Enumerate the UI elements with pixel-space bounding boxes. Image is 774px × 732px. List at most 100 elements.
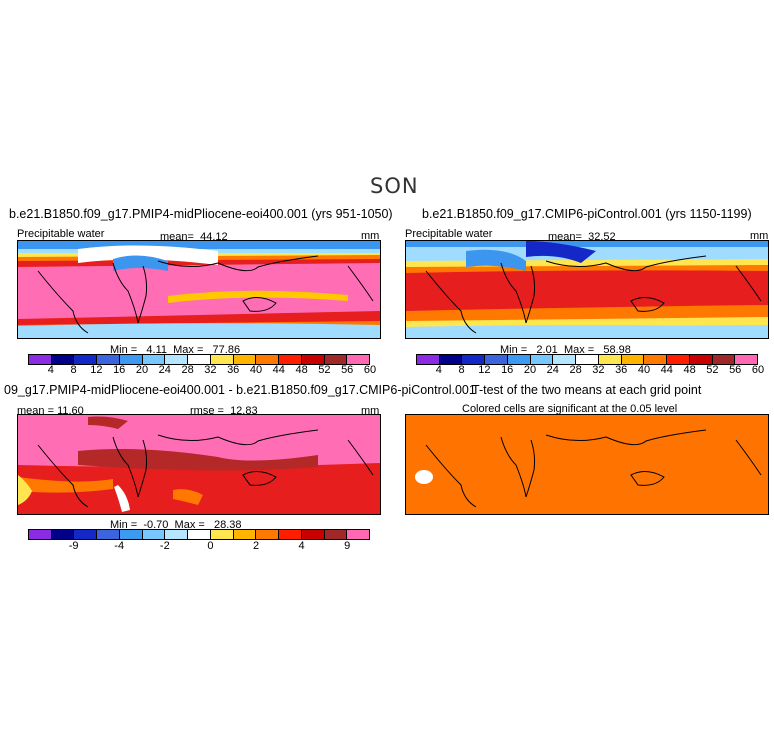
colorbar-swatch — [530, 355, 554, 364]
colorbar-tick-label: 4 — [47, 364, 54, 376]
colorbar-tick-label: 20 — [135, 364, 149, 376]
colorbar-swatch — [74, 530, 98, 539]
colorbar-swatch — [165, 355, 189, 364]
colorbar-swatch — [576, 355, 599, 364]
colorbar-swatch — [347, 530, 370, 539]
pliocene-colorbar — [28, 354, 370, 365]
colorbar-tick-label: 36 — [615, 364, 628, 376]
colorbar-swatch — [279, 530, 302, 539]
colorbar-tick-label: 28 — [181, 364, 194, 376]
colorbar-tick-label: 60 — [363, 364, 377, 376]
colorbar-swatch — [417, 355, 440, 364]
colorbar-swatch — [29, 355, 52, 364]
colorbar-tick-label: 40 — [637, 364, 651, 376]
colorbar-tick-label: -9 — [68, 540, 79, 552]
picontrol-min-max: Min = 2.01 Max = 58.98 — [500, 344, 631, 356]
colorbar-swatch — [279, 355, 302, 364]
colorbar-tick-label: 0 — [207, 540, 214, 552]
colorbar-tick-label: 24 — [158, 364, 171, 376]
picontrol-run-title: b.e21.B1850.f09_g17.CMIP6-piControl.001 … — [422, 207, 752, 221]
colorbar-swatch — [165, 530, 189, 539]
colorbar-tick-label: 8 — [70, 364, 77, 376]
colorbar-tick-label: 36 — [227, 364, 240, 376]
colorbar-tick-label: 12 — [478, 364, 491, 376]
colorbar-swatch — [233, 355, 257, 364]
colorbar-swatch — [598, 355, 622, 364]
colorbar-swatch — [301, 355, 325, 364]
colorbar-tick-label: 60 — [751, 364, 765, 376]
colorbar-swatch — [97, 355, 120, 364]
colorbar-swatch — [256, 530, 280, 539]
colorbar-swatch — [485, 355, 508, 364]
colorbar-tick-label: 52 — [318, 364, 331, 376]
colorbar-tick-label: 48 — [295, 364, 308, 376]
difference-map — [17, 414, 381, 515]
colorbar-tick-label: -2 — [159, 540, 170, 552]
colorbar-tick-label: 40 — [249, 364, 263, 376]
colorbar-tick-label: 52 — [706, 364, 719, 376]
colorbar-tick-label: 32 — [204, 364, 217, 376]
colorbar-tick-label: 56 — [729, 364, 742, 376]
colorbar-swatch — [712, 355, 736, 364]
colorbar-swatch — [735, 355, 758, 364]
difference-colorbar-ticks: -9 -4 -2 0 2 4 9 — [28, 540, 370, 554]
difference-colorbar — [28, 529, 370, 540]
colorbar-swatch — [210, 355, 234, 364]
colorbar-swatch — [667, 355, 690, 364]
colorbar-swatch — [51, 530, 75, 539]
colorbar-tick-label: 44 — [660, 364, 673, 376]
picontrol-colorbar-ticks: 4 8 12 16 20 24 28 32 36 40 44 48 52 56 60 — [416, 364, 764, 378]
colorbar-swatch — [119, 530, 143, 539]
colorbar-swatch — [689, 355, 713, 364]
colorbar-swatch — [188, 355, 211, 364]
season-title: SON — [370, 174, 419, 198]
difference-run-title: 09_g17.PMIP4-midPliocene-eoi400.001 - b.… — [4, 383, 476, 397]
colorbar-swatch — [621, 355, 645, 364]
colorbar-swatch — [188, 530, 211, 539]
colorbar-swatch — [301, 530, 325, 539]
colorbar-tick-label: 28 — [569, 364, 582, 376]
colorbar-swatch — [644, 355, 668, 364]
colorbar-swatch — [462, 355, 486, 364]
colorbar-swatch — [324, 355, 348, 364]
colorbar-swatch — [439, 355, 463, 364]
picontrol-map — [405, 240, 769, 339]
pliocene-map — [17, 240, 381, 339]
colorbar-swatch — [210, 530, 234, 539]
pliocene-colorbar-ticks: 4 8 12 16 20 24 28 32 36 40 44 48 52 56 60 — [28, 364, 376, 378]
colorbar-tick-label: 32 — [592, 364, 605, 376]
colorbar-swatch — [142, 530, 166, 539]
colorbar-tick-label: 12 — [90, 364, 103, 376]
colorbar-swatch — [256, 355, 280, 364]
colorbar-swatch — [324, 530, 348, 539]
colorbar-swatch — [233, 530, 257, 539]
colorbar-tick-label: 16 — [113, 364, 126, 376]
picontrol-variable-label: Precipitable water — [405, 228, 493, 240]
colorbar-tick-label: 4 — [435, 364, 442, 376]
pliocene-variable-label: Precipitable water — [17, 228, 105, 240]
colorbar-tick-label: 48 — [683, 364, 696, 376]
colorbar-swatch — [553, 355, 577, 364]
ttest-map — [405, 414, 769, 515]
colorbar-swatch — [142, 355, 166, 364]
colorbar-tick-label: 24 — [546, 364, 559, 376]
ttest-title: T-test of the two means at each grid poi… — [472, 383, 702, 397]
colorbar-tick-label: 8 — [458, 364, 465, 376]
colorbar-swatch — [507, 355, 531, 364]
pliocene-units: mm — [361, 230, 380, 242]
picontrol-units: mm — [750, 230, 769, 242]
colorbar-tick-label: 4 — [298, 540, 305, 552]
colorbar-swatch — [29, 530, 52, 539]
pliocene-min-max: Min = 4.11 Max = 77.86 — [110, 344, 241, 356]
colorbar-tick-label: -4 — [114, 540, 125, 552]
colorbar-tick-label: 16 — [501, 364, 514, 376]
colorbar-tick-label: 2 — [252, 540, 260, 552]
picontrol-colorbar — [416, 354, 758, 365]
colorbar-swatch — [97, 530, 120, 539]
ttest-subtitle: Colored cells are significant at the 0.0… — [462, 403, 678, 415]
difference-min-max: Min = -0.70 Max = 28.38 — [110, 519, 242, 531]
colorbar-swatch — [119, 355, 143, 364]
colorbar-tick-label: 20 — [523, 364, 537, 376]
colorbar-tick-label: 9 — [344, 540, 351, 552]
colorbar-swatch — [51, 355, 75, 364]
